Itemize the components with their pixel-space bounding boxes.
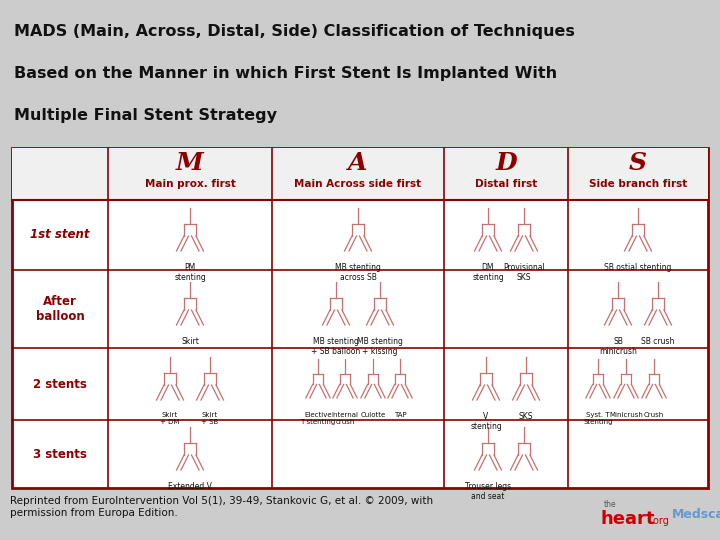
Text: Skirt: Skirt (181, 337, 199, 346)
Text: SKS: SKS (518, 412, 534, 421)
Text: M: M (176, 151, 204, 175)
Text: Culotte: Culotte (361, 412, 386, 418)
Text: heart: heart (600, 510, 654, 528)
Text: MB stenting
across SB: MB stenting across SB (335, 263, 381, 282)
Text: Based on the Manner in which First Stent Is Implanted With: Based on the Manner in which First Stent… (14, 66, 557, 81)
Text: MB stenting
+ kissing: MB stenting + kissing (357, 337, 403, 356)
Text: Trouser legs
and seat: Trouser legs and seat (465, 482, 511, 502)
Text: 3 stents: 3 stents (33, 448, 87, 461)
Text: PM
stenting: PM stenting (174, 263, 206, 282)
Text: Distal first: Distal first (475, 179, 537, 189)
Text: Extended V: Extended V (168, 482, 212, 491)
Text: SB
minicrush: SB minicrush (599, 337, 637, 356)
Text: Reprinted from EuroIntervention Vol 5(1), 39-49, Stankovic G, et al. © 2009, wit: Reprinted from EuroIntervention Vol 5(1)… (10, 496, 433, 518)
Text: MADS (Main, Across, Distal, Side) Classification of Techniques: MADS (Main, Across, Distal, Side) Classi… (14, 24, 575, 39)
Text: Skirt
+ SB: Skirt + SB (202, 412, 219, 425)
Text: 2 stents: 2 stents (33, 377, 87, 390)
Text: Provisional
SKS: Provisional SKS (503, 263, 545, 282)
Text: Elective
T stenting: Elective T stenting (300, 412, 336, 425)
Text: Crush: Crush (644, 412, 664, 418)
Text: S: S (629, 151, 647, 175)
Text: After
balloon: After balloon (35, 295, 84, 323)
Text: TAP: TAP (394, 412, 406, 418)
Text: Medscape: Medscape (672, 508, 720, 521)
Text: Internal
crush: Internal crush (331, 412, 359, 425)
Bar (12, 148, 708, 200)
Text: SB crush: SB crush (642, 337, 675, 346)
Text: Side branch first: Side branch first (589, 179, 687, 189)
Text: A: A (348, 151, 368, 175)
Text: Main prox. first: Main prox. first (145, 179, 235, 189)
Text: Multiple Final Stent Strategy: Multiple Final Stent Strategy (14, 108, 277, 123)
Text: SB ostial stenting: SB ostial stenting (604, 263, 672, 272)
Text: V
stenting: V stenting (470, 412, 502, 431)
Text: Skirt
+ DM: Skirt + DM (161, 412, 180, 425)
Text: the: the (604, 500, 616, 509)
Text: 1st stent: 1st stent (30, 228, 90, 241)
Text: MB stenting
+ SB balloon: MB stenting + SB balloon (311, 337, 361, 356)
Text: Minicrush: Minicrush (609, 412, 643, 418)
Text: D: D (495, 151, 517, 175)
Text: DM
stenting: DM stenting (472, 263, 504, 282)
Text: Main Across side first: Main Across side first (294, 179, 422, 189)
Text: Syst. T
Stenting: Syst. T Stenting (583, 412, 613, 425)
Bar (12, 148, 708, 488)
Text: .org: .org (650, 516, 669, 526)
